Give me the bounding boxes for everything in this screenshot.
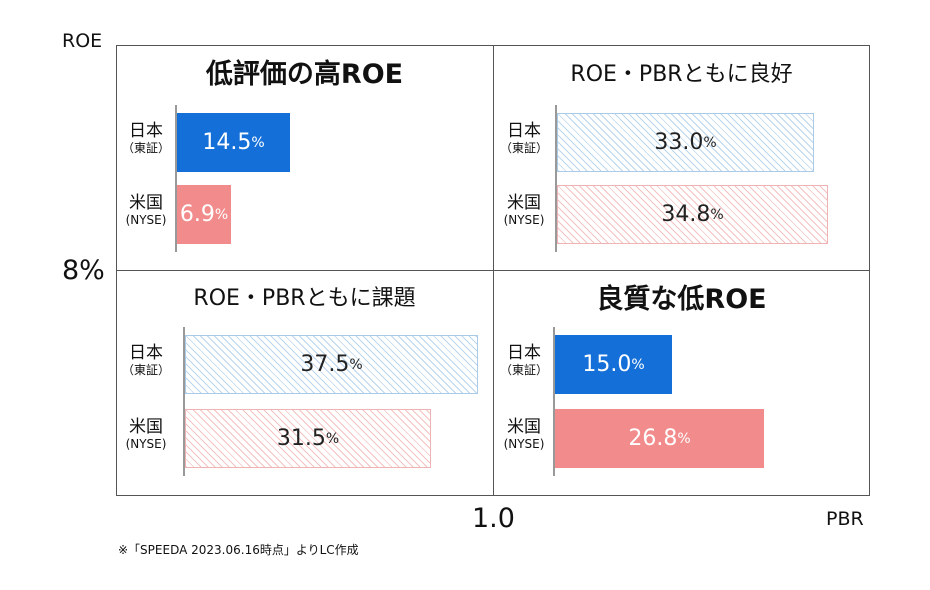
category-label-japan: 日本 （東証） (112, 121, 180, 156)
bar-value-label: 33.0 (654, 130, 704, 155)
category-exchange: （東証） (499, 141, 548, 156)
quadrant-title: 良質な低ROE (596, 284, 767, 315)
category-name: 米国 (129, 417, 163, 437)
category-label-japan: 日本 （東証） (490, 121, 558, 156)
category-name: 米国 (507, 417, 541, 437)
category-label-us: 米国 (NYSE) (112, 417, 180, 452)
bar-value-unit: % (631, 356, 645, 373)
bar-value-label: 6.9 (179, 202, 215, 227)
bar-us: 6.9% (177, 185, 231, 244)
quadrant-title: 低評価の高ROE (205, 59, 404, 90)
bar-japan: 37.5% (185, 335, 478, 394)
bar-us: 26.8% (555, 409, 764, 468)
category-exchange: (NYSE) (503, 437, 545, 452)
category-exchange: (NYSE) (125, 213, 167, 228)
bar-value-unit: % (214, 206, 229, 223)
source-footnote: ※「SPEEDA 2023.06.16時点」よりLC作成 (118, 543, 359, 557)
category-label-japan: 日本 （東証） (112, 343, 180, 378)
category-exchange: （東証） (121, 141, 170, 156)
category-exchange: (NYSE) (125, 437, 167, 452)
roe-threshold-line (116, 270, 870, 271)
category-label-us: 米国 (NYSE) (112, 193, 180, 228)
category-exchange: （東証） (121, 363, 170, 378)
category-name: 日本 (507, 121, 541, 141)
bar-value-unit: % (251, 134, 265, 151)
bar-value-unit: % (325, 430, 340, 447)
bar-japan: 15.0% (555, 335, 672, 394)
bar-baseline (183, 327, 185, 476)
category-label-us: 米国 (NYSE) (490, 193, 558, 228)
bar-japan: 14.5% (177, 113, 290, 172)
bar-baseline (553, 327, 555, 476)
roe-threshold-label: 8% (62, 255, 105, 286)
bar-us: 34.8% (557, 185, 828, 244)
category-exchange: (NYSE) (503, 213, 545, 228)
category-name: 日本 (507, 343, 541, 363)
category-name: 米国 (507, 193, 541, 213)
category-exchange: （東証） (499, 363, 548, 378)
category-name: 日本 (129, 343, 163, 363)
bar-baseline (555, 105, 557, 252)
y-axis-label: ROE (62, 30, 103, 52)
quadrant-title: ROE・PBRともに課題 (193, 286, 416, 311)
category-label-japan: 日本 （東証） (490, 343, 558, 378)
bar-value-label: 34.8 (661, 202, 711, 227)
category-name: 日本 (129, 121, 163, 141)
bar-value-unit: % (710, 206, 724, 223)
pbr-threshold-label: 1.0 (472, 503, 515, 534)
quadrant-title: ROE・PBRともに良好 (570, 62, 793, 87)
category-name: 米国 (129, 193, 163, 213)
bar-baseline (175, 105, 177, 252)
category-label-us: 米国 (NYSE) (490, 417, 558, 452)
x-axis-label: PBR (826, 508, 864, 530)
bar-value-label: 15.0 (582, 352, 632, 377)
bar-value-unit: % (677, 430, 691, 447)
bar-value-unit: % (703, 134, 717, 151)
bar-value-label: 26.8 (628, 426, 678, 451)
bar-value-label: 37.5 (300, 352, 350, 377)
bar-value-label: 14.5 (202, 130, 252, 155)
bar-us: 31.5% (185, 409, 431, 468)
bar-value-unit: % (349, 356, 363, 373)
bar-value-label: 31.5 (276, 426, 326, 451)
bar-japan: 33.0% (557, 113, 814, 172)
